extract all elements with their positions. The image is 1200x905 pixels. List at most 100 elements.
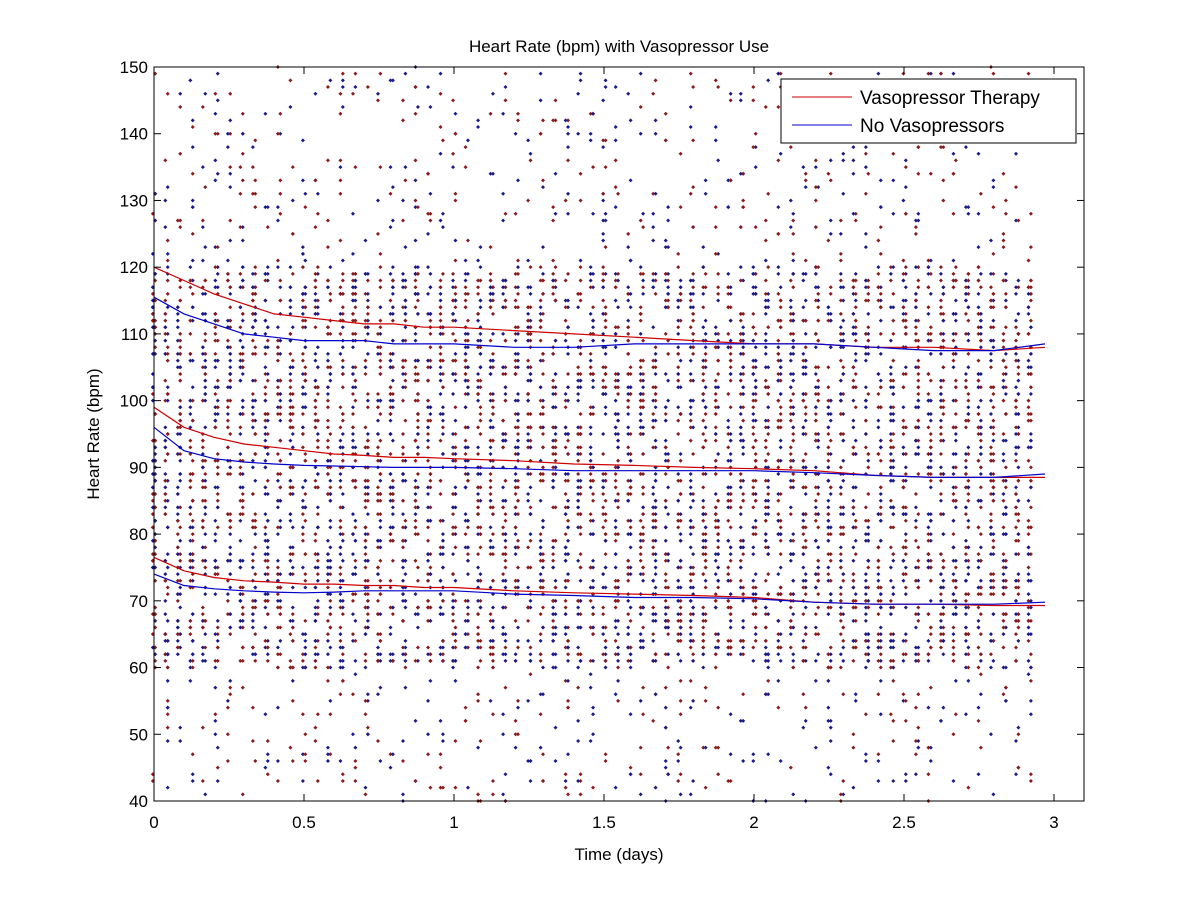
scatter-point — [413, 532, 418, 537]
scatter-point — [178, 505, 183, 510]
scatter-point — [240, 398, 245, 403]
scatter-point — [263, 432, 268, 436]
scatter-point — [175, 338, 180, 343]
scatter-point — [240, 238, 245, 243]
scatter-point — [250, 405, 255, 410]
scatter-point — [288, 512, 293, 517]
scatter-point — [200, 645, 205, 650]
scatter-point — [350, 291, 355, 296]
scatter-point — [175, 552, 180, 557]
scatter-point — [228, 532, 233, 537]
scatter-point — [303, 478, 308, 483]
scatter-point — [303, 732, 308, 737]
scatter-point — [288, 438, 293, 443]
scatter-point — [265, 638, 270, 643]
scatter-point — [363, 498, 368, 503]
scatter-point — [390, 291, 395, 296]
scatter-point — [250, 411, 255, 416]
scatter-point — [250, 738, 255, 743]
scatter-point — [250, 285, 255, 290]
scatter-point — [175, 532, 180, 537]
scatter-point — [426, 752, 431, 757]
scatter-point — [188, 505, 193, 510]
scatter-point — [265, 478, 270, 483]
scatter-point — [378, 492, 383, 497]
scatter-point — [275, 558, 280, 563]
scatter-point — [165, 185, 170, 190]
scatter-point — [315, 191, 320, 196]
scatter-point — [428, 318, 433, 323]
scatter-point — [215, 525, 220, 530]
scatter-point — [178, 91, 183, 96]
scatter-point — [413, 512, 418, 517]
scatter-point — [401, 385, 405, 390]
scatter-point — [338, 485, 343, 490]
scatter-point — [340, 658, 345, 663]
scatter-point — [263, 111, 268, 116]
scatter-point — [278, 625, 283, 630]
scatter-point — [190, 231, 195, 236]
scatter-point — [353, 285, 358, 290]
scatter-point — [375, 652, 380, 657]
scatter-point — [350, 318, 355, 323]
scatter-point — [375, 345, 380, 350]
scatter-point — [200, 778, 205, 783]
scatter-point — [313, 738, 318, 743]
scatter-point — [313, 278, 318, 283]
scatter-point — [263, 345, 268, 350]
scatter-point — [350, 632, 355, 637]
scatter-point — [325, 538, 330, 543]
scatter-point — [388, 365, 393, 370]
scatter-point — [315, 778, 320, 783]
scatter-point — [428, 411, 433, 416]
scatter-point — [278, 191, 283, 196]
scatter-point — [265, 572, 270, 577]
scatter-point — [240, 345, 245, 350]
x-axis-label: Time (days) — [574, 845, 663, 864]
scatter-point — [240, 512, 245, 517]
scatter-point — [426, 598, 431, 603]
scatter-point — [213, 565, 218, 570]
scatter-point — [178, 558, 183, 563]
scatter-point — [225, 425, 230, 430]
scatter-point — [278, 351, 283, 356]
scatter-point — [350, 572, 355, 577]
scatter-point — [303, 405, 308, 410]
scatter-point — [288, 618, 293, 623]
scatter-point — [375, 91, 380, 96]
scatter-point — [178, 585, 183, 590]
scatter-point — [363, 478, 368, 483]
scatter-point — [275, 585, 280, 590]
scatter-point — [388, 358, 393, 363]
scatter-point — [265, 205, 270, 210]
scatter-point — [365, 351, 370, 356]
scatter-point — [240, 371, 245, 376]
scatter-point — [200, 525, 205, 530]
scatter-point — [390, 498, 395, 503]
scatter-point — [213, 592, 218, 597]
scatter-point — [428, 358, 433, 363]
scatter-point — [378, 632, 383, 637]
scatter-point — [213, 131, 218, 136]
scatter-point — [250, 398, 255, 403]
scatter-point — [353, 658, 358, 663]
scatter-point — [165, 498, 170, 503]
scatter-point — [340, 305, 345, 310]
scatter-point — [238, 452, 243, 457]
scatter-point — [165, 785, 170, 790]
scatter-point — [263, 385, 268, 390]
scatter-point — [188, 665, 193, 670]
scatter-point — [225, 445, 230, 450]
scatter-point — [165, 258, 170, 263]
scatter-point — [288, 572, 293, 577]
scatter-point — [303, 318, 308, 323]
scatter-point — [403, 418, 408, 423]
scatter-point — [215, 171, 220, 176]
scatter-point — [413, 498, 418, 503]
scatter-point — [328, 598, 333, 603]
scatter-point — [275, 565, 280, 570]
scatter-point — [290, 391, 295, 396]
scatter-point — [403, 478, 408, 483]
scatter-point — [175, 311, 180, 316]
scatter-point — [353, 271, 358, 276]
